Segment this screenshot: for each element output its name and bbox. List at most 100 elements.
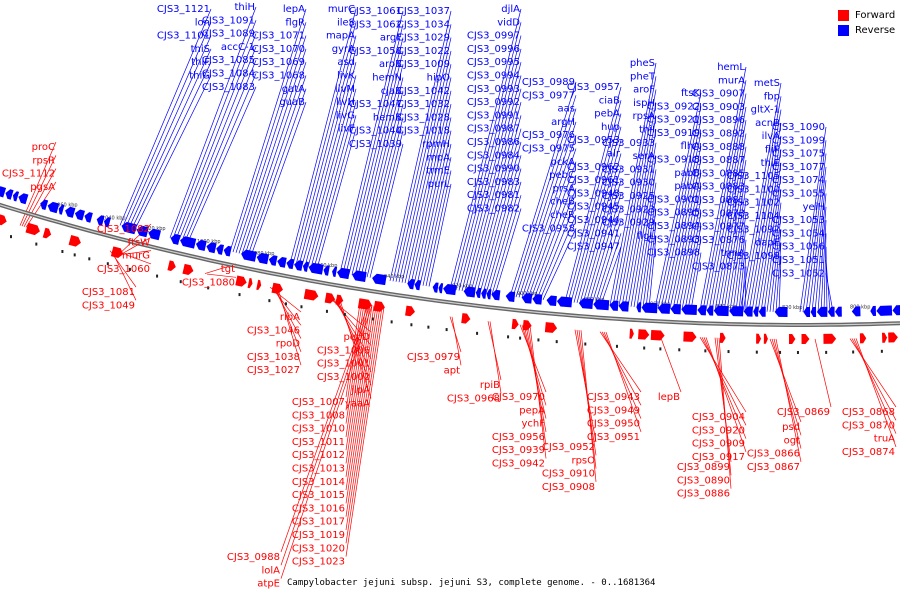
reverse-gene-label: CJS3_1055	[772, 189, 825, 200]
reverse-gene-label: CJS3_0953	[567, 135, 620, 146]
leader-line	[716, 337, 732, 476]
reverse-gene-arrow	[641, 302, 658, 314]
feature-marker	[779, 350, 782, 354]
leader-line	[703, 337, 747, 439]
forward-gene-arrow	[110, 246, 124, 258]
forward-gene-label: CJS3_0949	[587, 405, 640, 416]
leader-line	[594, 219, 622, 305]
leader-line	[476, 128, 522, 293]
reverse-gene-arrow	[475, 287, 482, 299]
reverse-gene-label: CJS3_0878	[692, 208, 745, 219]
feature-marker	[537, 338, 540, 342]
leader-line	[175, 33, 257, 240]
leader-line	[515, 108, 577, 298]
leader-line	[678, 199, 702, 310]
reverse-gene-label: CJS3_1101	[157, 31, 210, 42]
figure-caption: Campylobacter jejuni subsp. jejuni S3, c…	[287, 578, 656, 588]
leader-line	[745, 109, 782, 312]
reverse-gene-label: CJS3_1084	[202, 69, 255, 80]
leader-line	[542, 228, 577, 300]
leader-line	[422, 157, 452, 286]
reverse-gene-label: trmA	[721, 248, 746, 259]
reverse-gene-arrow	[758, 306, 766, 317]
forward-gene-label: murG	[122, 251, 150, 262]
reverse-gene-label: CJS3_1051	[772, 255, 825, 266]
reverse-gene-arrow	[546, 295, 557, 307]
leader-line	[599, 331, 642, 393]
forward-gene-label: CJS3_1023	[292, 557, 345, 568]
kbp-tick-label: 1000 kbp	[197, 239, 221, 245]
reverse-gene-arrow	[636, 302, 642, 313]
leader-line	[639, 195, 657, 308]
leader-line	[232, 22, 307, 253]
reverse-gene-label: CJS3_0996	[467, 44, 520, 55]
leader-line	[636, 182, 657, 308]
reverse-gene-label: CJS3_1075	[772, 149, 825, 160]
leader-line	[699, 66, 747, 311]
reverse-gene-label: livM	[335, 84, 355, 95]
leader-line	[615, 89, 657, 306]
forward-gene-label: CJS3_1002	[317, 372, 370, 383]
forward-gene-arrow	[271, 282, 283, 294]
forward-gene-label: CJS3_0867	[747, 462, 800, 473]
leader-line	[657, 106, 702, 309]
backbone-arc-highlight	[0, 204, 900, 326]
leader-line	[292, 22, 357, 265]
forward-gene-arrow	[881, 332, 888, 343]
forward-gene-label: pepA	[519, 405, 545, 416]
feature-marker	[128, 267, 131, 271]
leader-line	[799, 126, 827, 313]
leader-line	[345, 303, 363, 411]
reverse-gene-label: asd	[337, 57, 355, 68]
leader-line	[428, 183, 452, 287]
reverse-gene-arrow	[803, 306, 811, 317]
reverse-gene-arrow	[195, 239, 207, 251]
reverse-gene-label: CJS3_0947	[567, 242, 620, 253]
reverse-gene-label: CJS3_0921	[647, 115, 700, 126]
feature-marker	[796, 350, 799, 354]
feature-marker	[615, 344, 618, 348]
forward-gene-label: lolA	[261, 565, 280, 576]
legend-label-forward: Forward	[855, 10, 896, 21]
leader-line	[769, 215, 782, 312]
reverse-gene-label: CJS3_1092	[727, 224, 780, 235]
reverse-gene-label: CJS3_0877	[692, 222, 745, 233]
reverse-gene-label: livK	[337, 71, 355, 82]
forward-gene-arrow	[756, 333, 762, 344]
forward-swatch	[838, 10, 849, 21]
forward-gene-label: ychF	[521, 419, 545, 430]
leader-line	[591, 206, 622, 305]
leader-line	[744, 266, 747, 312]
leader-line	[585, 180, 622, 304]
reverse-gene-label: aroB	[379, 59, 402, 70]
reverse-gene-label: CJS3_0933	[602, 138, 655, 149]
reverse-gene-label: prsA	[552, 183, 575, 194]
reverse-gene-label: CJS3_0986	[467, 137, 520, 148]
forward-gene-arrow	[859, 333, 867, 344]
leader-line	[772, 229, 782, 312]
reverse-gene-label: lepA	[283, 4, 305, 15]
forward-gene-arrow	[888, 332, 898, 343]
forward-gene-label: CJS3_1007	[292, 397, 345, 408]
reverse-gene-label: alr	[607, 149, 621, 160]
forward-gene-label: CJS3_1038	[247, 352, 300, 363]
forward-gene-label: CJS3_1016	[292, 503, 345, 514]
forward-gene-arrow	[629, 328, 634, 339]
feature-marker	[106, 262, 109, 266]
leader-line	[125, 254, 152, 265]
reverse-gene-label: hemB	[373, 112, 402, 123]
reverse-gene-label: CJS3_0977	[522, 90, 575, 101]
reverse-gene-arrow	[148, 228, 162, 241]
leader-line	[134, 75, 212, 230]
leader-line	[530, 174, 577, 299]
leader-line	[757, 162, 782, 312]
reverse-gene-arrow	[443, 284, 457, 296]
reverse-gene-label: cjaB	[381, 86, 402, 97]
reverse-gene-label: CJS3_1042	[397, 86, 450, 97]
forward-gene-arrow	[788, 333, 796, 344]
forward-gene-label: proC	[32, 142, 55, 153]
leader-line	[648, 235, 657, 308]
leader-line	[853, 338, 897, 434]
reverse-gene-label: CJS3_1099	[772, 135, 825, 146]
